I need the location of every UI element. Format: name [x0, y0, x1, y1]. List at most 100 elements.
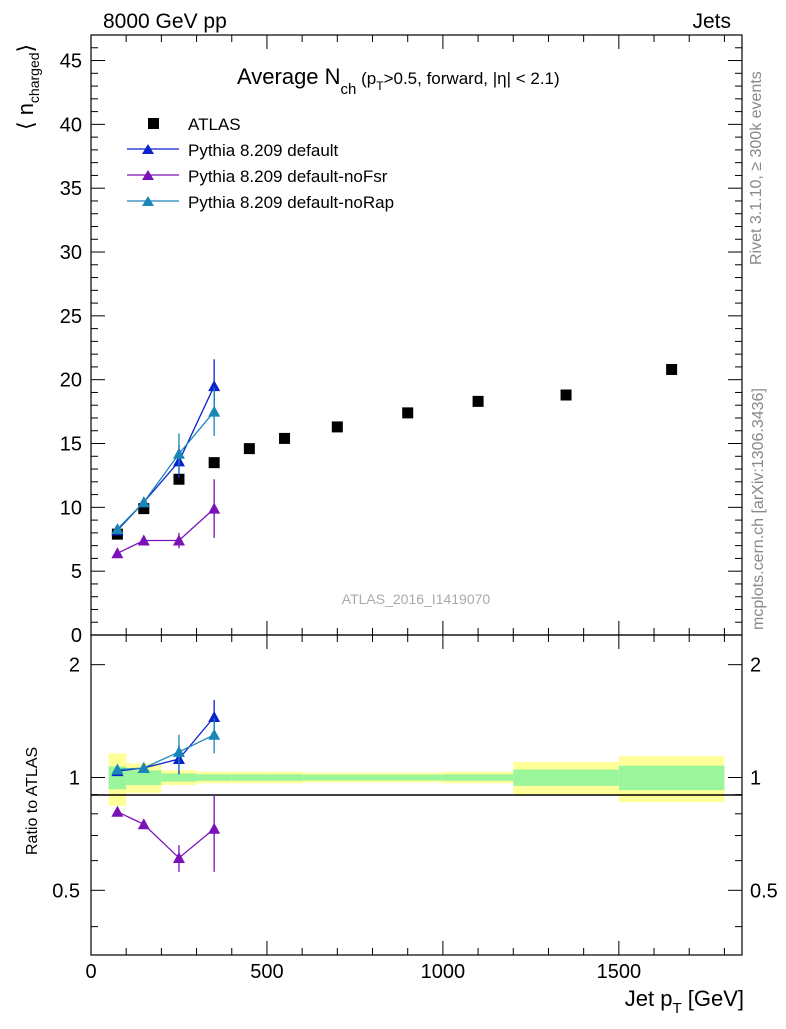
ratio-bands — [108, 753, 725, 806]
legend-marker-nofsr — [142, 170, 154, 180]
data-point-atlas — [666, 363, 678, 375]
series-nofsr — [111, 479, 221, 559]
main-y-tick-label: 35 — [60, 178, 82, 200]
ratio-line-nofsr — [117, 811, 215, 859]
legend-entry-default: Pythia 8.209 default — [127, 141, 339, 160]
analysis-watermark: ATLAS_2016_I1419070 — [342, 591, 491, 607]
ratio-point-nofsr — [172, 851, 185, 863]
ratio-x-ticks: 0 500 1000 1500 — [85, 635, 725, 983]
title-main: Average N — [237, 64, 341, 89]
title-sub: ch — [341, 81, 357, 98]
ratio-point-default — [208, 711, 221, 723]
x-tick-label: 1500 — [597, 961, 642, 983]
ratio-y-tick-label-right: 0.5 — [750, 880, 778, 902]
source-label: mcplots.cern.ch [arXiv:1306.3436] — [750, 388, 767, 630]
data-point-default — [208, 380, 221, 392]
main-panel: 0 5 10 15 20 25 30 35 40 45 Average Nch (pT>0.5, … — [13, 34, 743, 647]
ratio-point-norap — [172, 745, 185, 757]
series-line-default — [116, 385, 215, 531]
legend-entry-atlas: ATLAS — [148, 115, 241, 134]
data-point-nofsr — [208, 502, 221, 514]
ratio-y-ticks: 0.5 0.5 1 1 2 2 — [52, 655, 778, 928]
ratio-inner-band — [372, 774, 443, 781]
x-tick-label: 0 — [85, 961, 96, 983]
data-point-atlas — [138, 503, 150, 515]
ratio-point-norap — [111, 763, 124, 775]
series-atlas — [111, 363, 678, 540]
x-label-sub: T — [672, 1000, 681, 1017]
main-y-label: ⟨ ncharged⟩ — [13, 44, 42, 130]
title-rest1: (p — [356, 69, 376, 88]
legend-label-norap: Pythia 8.209 default-noRap — [188, 193, 394, 212]
ratio-point-nofsr — [208, 822, 221, 834]
series-norap — [111, 387, 221, 535]
ratio-series-norap — [111, 718, 221, 775]
chart-title: Average Nch (pT>0.5, forward, |η| < 2.1) — [237, 64, 560, 98]
ratio-point-nofsr — [111, 805, 124, 817]
category-label: Jets — [692, 10, 731, 33]
data-point-atlas — [208, 457, 220, 469]
main-y-ticks: 0 5 10 15 20 25 30 35 40 45 — [60, 34, 742, 647]
legend-entry-nofsr: Pythia 8.209 default-noFsr — [127, 167, 388, 186]
x-label-unit: [GeV] — [682, 986, 744, 1011]
series-line-norap — [116, 411, 215, 530]
ratio-inner-band — [442, 774, 514, 781]
data-point-nofsr — [172, 534, 185, 546]
main-y-tick-label: 20 — [60, 370, 82, 392]
series-default — [111, 359, 221, 536]
main-y-tick-label: 10 — [60, 497, 82, 519]
main-y-tick-label: 15 — [60, 434, 82, 456]
legend-entry-norap: Pythia 8.209 default-noRap — [127, 193, 394, 212]
main-x-ticks — [90, 35, 725, 635]
data-point-norap — [172, 447, 185, 459]
title-rest1-sub: T — [376, 79, 384, 93]
data-point-atlas — [472, 395, 484, 407]
ratio-point-nofsr — [137, 818, 150, 830]
ratio-point-norap — [137, 762, 150, 774]
ratio-y-tick-label-right: 1 — [750, 767, 761, 789]
ratio-line-norap — [117, 734, 215, 771]
energy-label: 8000 GeV pp — [103, 10, 227, 33]
main-y-tick-label: 5 — [71, 561, 82, 583]
data-point-norap — [208, 405, 221, 417]
x-axis-label: Jet pT [GeV] — [625, 986, 744, 1017]
ratio-panel: 0.5 0.5 1 1 2 2 0 500 1000 1500 Ratio to ATLAS J… — [24, 634, 778, 1017]
main-y-tick-label: 25 — [60, 306, 82, 328]
ratio-inner-band — [161, 773, 197, 782]
ratio-y-tick-label: 0.5 — [52, 880, 80, 902]
main-y-tick-label: 40 — [60, 114, 82, 136]
ratio-inner-band — [513, 769, 619, 786]
x-tick-label: 1000 — [421, 961, 466, 983]
y-label-open: ⟨ n — [13, 103, 38, 130]
data-point-atlas — [173, 473, 185, 485]
rivet-label: Rivet 3.1.10, ≥ 300k events — [748, 71, 765, 265]
data-point-atlas — [560, 389, 572, 401]
data-point-nofsr — [111, 547, 124, 559]
ratio-y-tick-label: 2 — [69, 655, 80, 677]
data-point-atlas — [331, 421, 343, 433]
ratio-y-tick-label-right: 2 — [750, 655, 761, 677]
ratio-inner-band — [302, 774, 373, 781]
y-label-sub: charged — [26, 52, 42, 103]
main-y-tick-label: 0 — [71, 625, 82, 647]
legend-marker-atlas — [148, 118, 159, 129]
ratio-inner-band — [196, 774, 232, 781]
ratio-point-norap — [208, 728, 221, 740]
ratio-series — [111, 699, 221, 872]
series-line-nofsr — [117, 508, 215, 554]
legend-label-default: Pythia 8.209 default — [188, 141, 339, 160]
main-y-tick-label: 30 — [60, 242, 82, 264]
x-label-main: Jet p — [625, 986, 673, 1011]
ratio-inner-band — [618, 765, 725, 791]
legend: ATLAS Pythia 8.209 default Pythia 8.209 … — [127, 115, 394, 212]
main-y-tick-label: 45 — [60, 51, 82, 73]
title-rest2: >0.5, forward, |η| < 2.1) — [384, 69, 560, 88]
data-point-nofsr — [137, 534, 150, 546]
data-point-norap — [111, 523, 124, 535]
ratio-line-default — [117, 716, 215, 772]
legend-label-atlas: ATLAS — [188, 115, 241, 134]
ratio-inner-band — [266, 774, 303, 781]
ratio-y-label: Ratio to ATLAS — [24, 747, 41, 855]
y-label-close: ⟩ — [13, 44, 38, 53]
